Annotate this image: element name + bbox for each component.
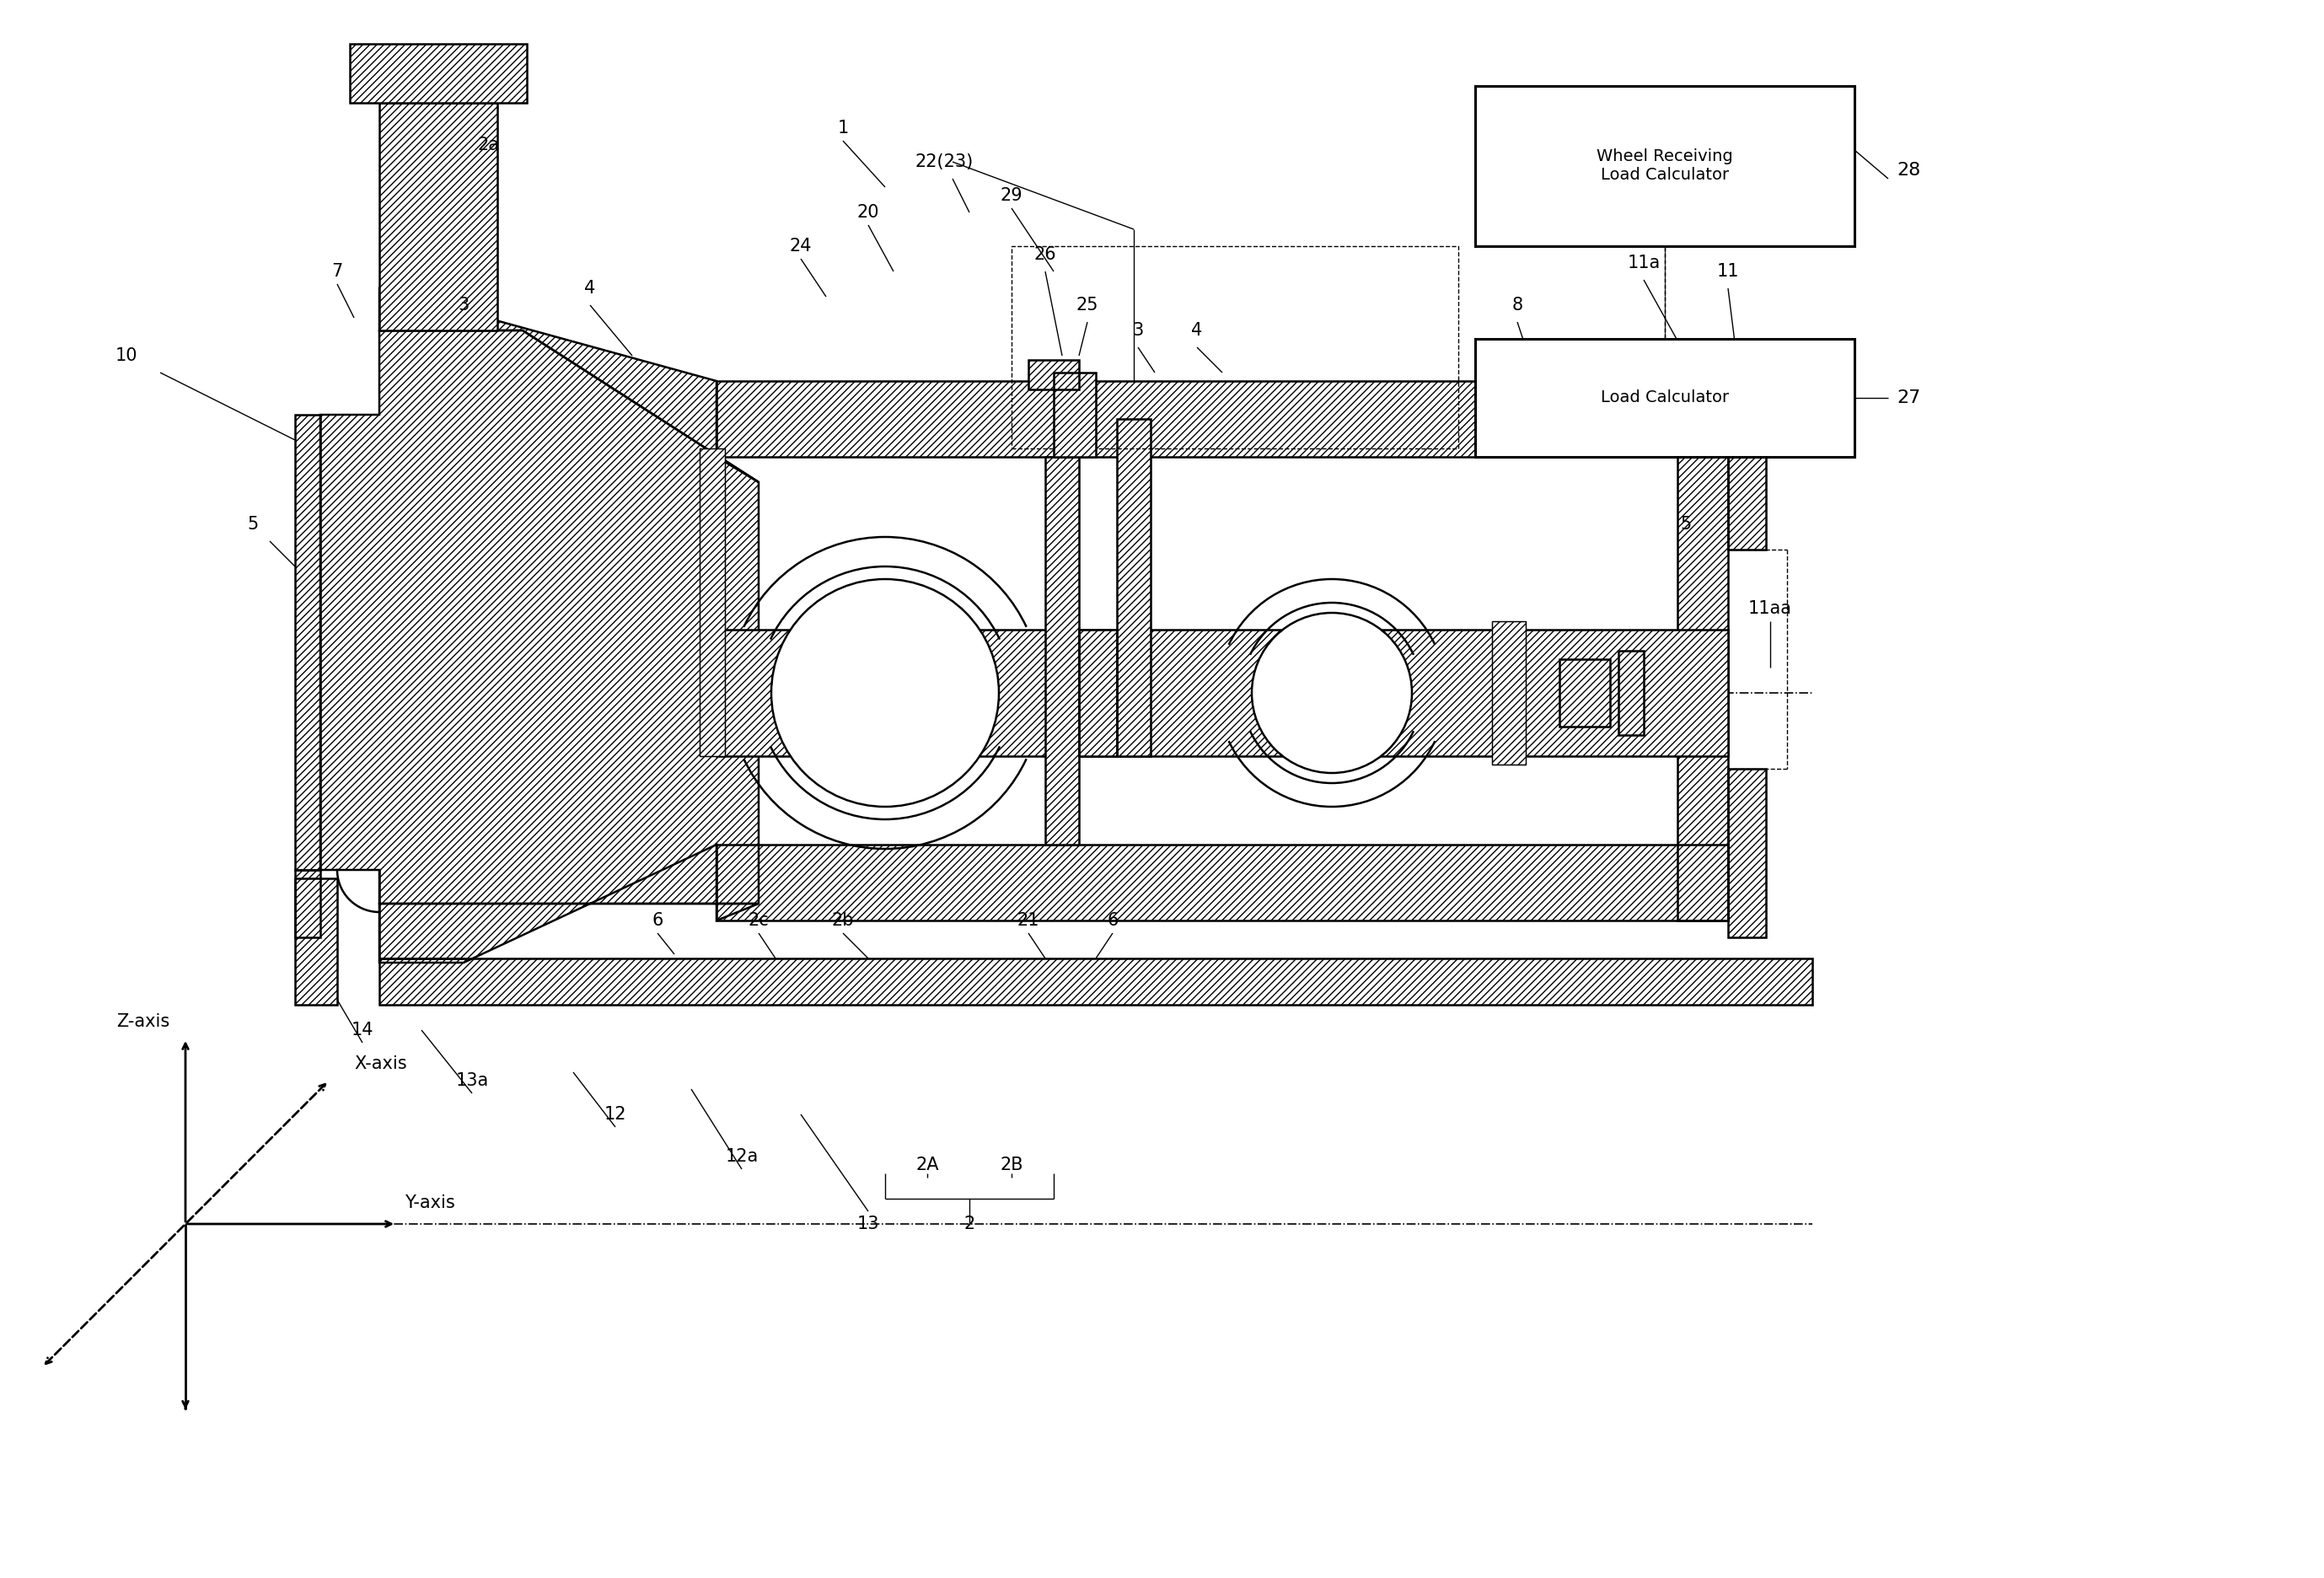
Polygon shape [1046, 458, 1078, 844]
Text: 5: 5 [246, 516, 258, 533]
Text: 20: 20 [858, 204, 878, 221]
Polygon shape [1618, 650, 1643, 735]
Text: 3: 3 [1132, 322, 1143, 339]
Polygon shape [295, 415, 321, 869]
Text: 14: 14 [351, 1021, 374, 1038]
Text: 22(23): 22(23) [916, 153, 974, 170]
Text: 5: 5 [1680, 516, 1692, 533]
Polygon shape [379, 103, 497, 330]
Text: 6: 6 [651, 912, 662, 929]
Circle shape [772, 579, 999, 806]
Text: 26: 26 [1034, 246, 1057, 264]
Polygon shape [1678, 380, 1729, 920]
Text: Load Calculator: Load Calculator [1601, 390, 1729, 406]
Polygon shape [716, 380, 1729, 458]
Text: 8: 8 [1513, 297, 1522, 314]
Polygon shape [1492, 622, 1527, 765]
Polygon shape [1078, 630, 1118, 756]
Polygon shape [700, 448, 725, 756]
Text: 10: 10 [116, 347, 137, 365]
Text: 11aa: 11aa [1748, 600, 1792, 617]
Text: 2: 2 [964, 1215, 976, 1232]
Text: 1: 1 [837, 120, 848, 137]
Polygon shape [1729, 768, 1766, 937]
Text: 27: 27 [1896, 390, 1920, 406]
Text: X-axis: X-axis [353, 1056, 407, 1071]
Text: 4: 4 [1192, 322, 1202, 339]
Text: 2A: 2A [916, 1157, 939, 1174]
Text: 7: 7 [332, 264, 342, 279]
Polygon shape [1559, 660, 1611, 726]
Polygon shape [1476, 85, 1855, 246]
Polygon shape [716, 844, 1729, 920]
Text: 25: 25 [1076, 297, 1099, 314]
Text: 29: 29 [999, 188, 1023, 204]
Polygon shape [1118, 418, 1150, 756]
Text: 12: 12 [604, 1106, 627, 1124]
Text: 28: 28 [1896, 163, 1920, 178]
Text: 4: 4 [583, 279, 595, 297]
Polygon shape [1053, 372, 1097, 458]
Circle shape [1253, 612, 1413, 773]
Text: 2b: 2b [832, 912, 855, 929]
Polygon shape [321, 330, 758, 904]
Text: Y-axis: Y-axis [404, 1195, 456, 1212]
Polygon shape [716, 630, 1729, 756]
Text: 13: 13 [858, 1215, 878, 1232]
Text: 2B: 2B [999, 1157, 1023, 1174]
Text: 12a: 12a [725, 1149, 758, 1165]
Polygon shape [1476, 339, 1855, 458]
Text: 24: 24 [790, 238, 811, 254]
Polygon shape [379, 289, 758, 483]
Text: 2c: 2c [748, 912, 769, 929]
Text: 13a: 13a [456, 1071, 488, 1089]
Text: 2a: 2a [479, 137, 500, 153]
Polygon shape [295, 879, 337, 1005]
Text: 6: 6 [1106, 912, 1118, 929]
Text: 21: 21 [1018, 912, 1039, 929]
Polygon shape [351, 44, 528, 103]
Polygon shape [379, 844, 758, 963]
Polygon shape [1729, 365, 1766, 549]
Polygon shape [1030, 360, 1078, 390]
Text: Z-axis: Z-axis [116, 1013, 170, 1030]
Text: 11: 11 [1717, 264, 1738, 279]
Text: 11a: 11a [1627, 254, 1659, 271]
Text: 3: 3 [458, 297, 469, 314]
Polygon shape [295, 869, 321, 937]
Text: Wheel Receiving
Load Calculator: Wheel Receiving Load Calculator [1597, 148, 1734, 183]
Polygon shape [379, 958, 1813, 1005]
